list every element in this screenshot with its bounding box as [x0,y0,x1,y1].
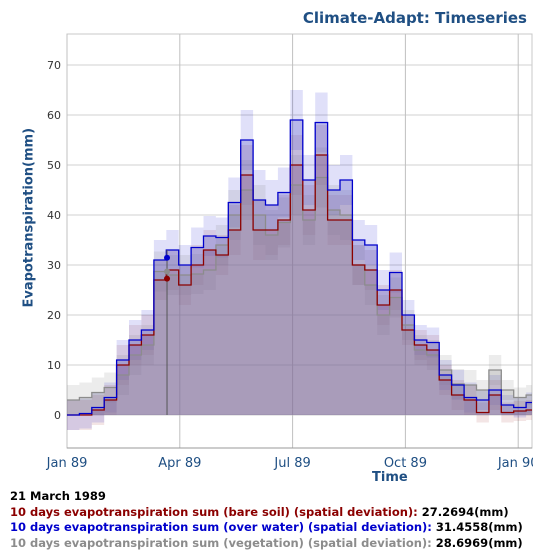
y-tick-label: 10 [47,359,61,372]
series-line-1 [67,119,532,416]
deviation-band-0 [67,125,532,430]
tooltip-readout: 21 March 1989 10 days evapotranspiration… [10,489,523,551]
x-tick-label: Oct 89 [384,456,427,471]
chart-title: Climate-Adapt: Timeseries [302,9,527,27]
series-area-2 [67,177,532,415]
y-tick-label: 0 [54,409,61,422]
y-axis-label: Evapotranspiration(mm) [21,127,37,308]
readout-bare-soil-unit: (mm) [474,504,509,519]
x-tick-label: Jan 89 [46,456,88,471]
readout-over-water-unit: (mm) [488,520,523,534]
deviation-band-2 [67,147,532,415]
readout-over-water: 10 days evapotranspiration sum (over wat… [10,520,523,536]
readout-vegetation: 10 days evapotranspiration sum (vegetati… [10,536,523,552]
x-axis-label: Time [372,470,408,485]
plot-area[interactable]: 0 10 20 30 40 50 60 70 Jan 89 Apr 89 Jul 89 Oct 89 J… [10,0,533,488]
y-tick-label: 70 [47,59,61,72]
readout-bare-soil-label: 10 days evapotranspiration sum (bare soi… [10,504,418,519]
readout-date: 21 March 1989 [10,489,106,503]
plot-background [66,33,533,449]
readout-bare-soil: 10 days evapotranspiration sum (bare soi… [10,505,523,521]
readout-vegetation-unit: (mm) [488,535,523,550]
y-tick-label: 50 [47,159,61,172]
hover-point-1 [164,254,171,261]
hover-point-0 [164,275,171,282]
readout-over-water-value: 31.4558 [435,520,489,534]
readout-vegetation-label: 10 days evapotranspiration sum (vegetati… [10,535,432,550]
series-area-1 [67,120,532,415]
y-tick-label: 20 [47,309,61,322]
y-tick-label: 30 [47,259,61,272]
x-tick-label: Jul 89 [273,456,310,471]
x-tick-label: Jan 90 [497,456,533,471]
x-tick-label: Apr 89 [158,456,201,471]
readout-over-water-label: 10 days evapotranspiration sum (over wat… [10,520,432,534]
readout-vegetation-value: 28.6969 [435,535,489,550]
readout-bare-soil-value: 27.2694 [421,504,475,519]
series-line-2 [67,176,532,401]
hover-point-2 [164,268,171,275]
y-tick-label: 40 [47,209,61,222]
y-tick-label: 60 [47,109,61,122]
chart-frame: 0 10 20 30 40 50 60 70 Jan 89 Apr 89 Jul 89 Oct 89 J… [10,0,533,488]
